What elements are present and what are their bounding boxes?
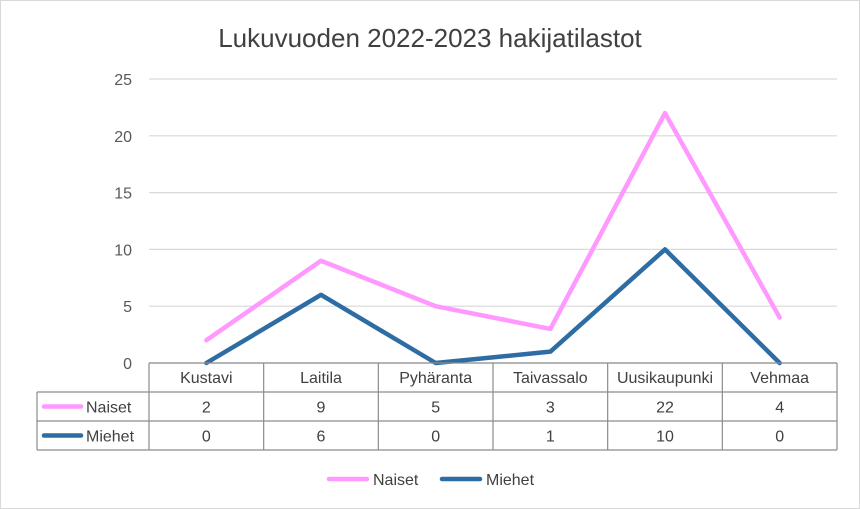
y-tick-label: 10 bbox=[114, 242, 132, 259]
category-label: Uusikaupunki bbox=[617, 370, 713, 387]
legend-label: Miehet bbox=[486, 472, 535, 489]
y-tick-label: 0 bbox=[123, 356, 132, 373]
series-line-naiset bbox=[204, 110, 782, 343]
table-value: 10 bbox=[656, 429, 674, 446]
legend-label: Naiset bbox=[373, 472, 419, 489]
series-line-miehet bbox=[204, 247, 782, 366]
y-tick-label: 5 bbox=[123, 299, 132, 316]
y-tick-label: 20 bbox=[114, 129, 132, 146]
table-series-name: Naiset bbox=[86, 400, 132, 417]
table-value: 4 bbox=[775, 400, 784, 417]
category-label: Laitila bbox=[300, 370, 342, 387]
legend: Naiset Miehet bbox=[326, 472, 535, 489]
table-value: 2 bbox=[202, 400, 211, 417]
table-series-name: Miehet bbox=[86, 429, 135, 446]
category-label: Pyhäranta bbox=[399, 370, 472, 387]
table-value: 0 bbox=[775, 429, 784, 446]
table-value: 0 bbox=[202, 429, 211, 446]
table-value: 3 bbox=[546, 400, 555, 417]
category-label: Vehmaa bbox=[750, 370, 809, 387]
table-value: 0 bbox=[431, 429, 440, 446]
series-lines bbox=[204, 110, 782, 366]
table-value: 5 bbox=[431, 400, 440, 417]
data-table: Kustavi Laitila Pyhäranta Taivassalo Uusikau… bbox=[36, 362, 838, 451]
y-tick-label: 25 bbox=[114, 72, 132, 89]
table-value: 22 bbox=[656, 400, 674, 417]
chart-title: Lukuvuoden 2022-2023 hakijatilastot bbox=[218, 23, 642, 53]
table-value: 9 bbox=[317, 400, 326, 417]
category-label: Taivassalo bbox=[513, 370, 588, 387]
y-tick-label: 15 bbox=[114, 186, 132, 203]
y-axis-ticks: 0 5 10 15 20 25 bbox=[114, 72, 132, 373]
table-value: 6 bbox=[317, 429, 326, 446]
category-label: Kustavi bbox=[180, 370, 232, 387]
table-value: 1 bbox=[546, 429, 555, 446]
